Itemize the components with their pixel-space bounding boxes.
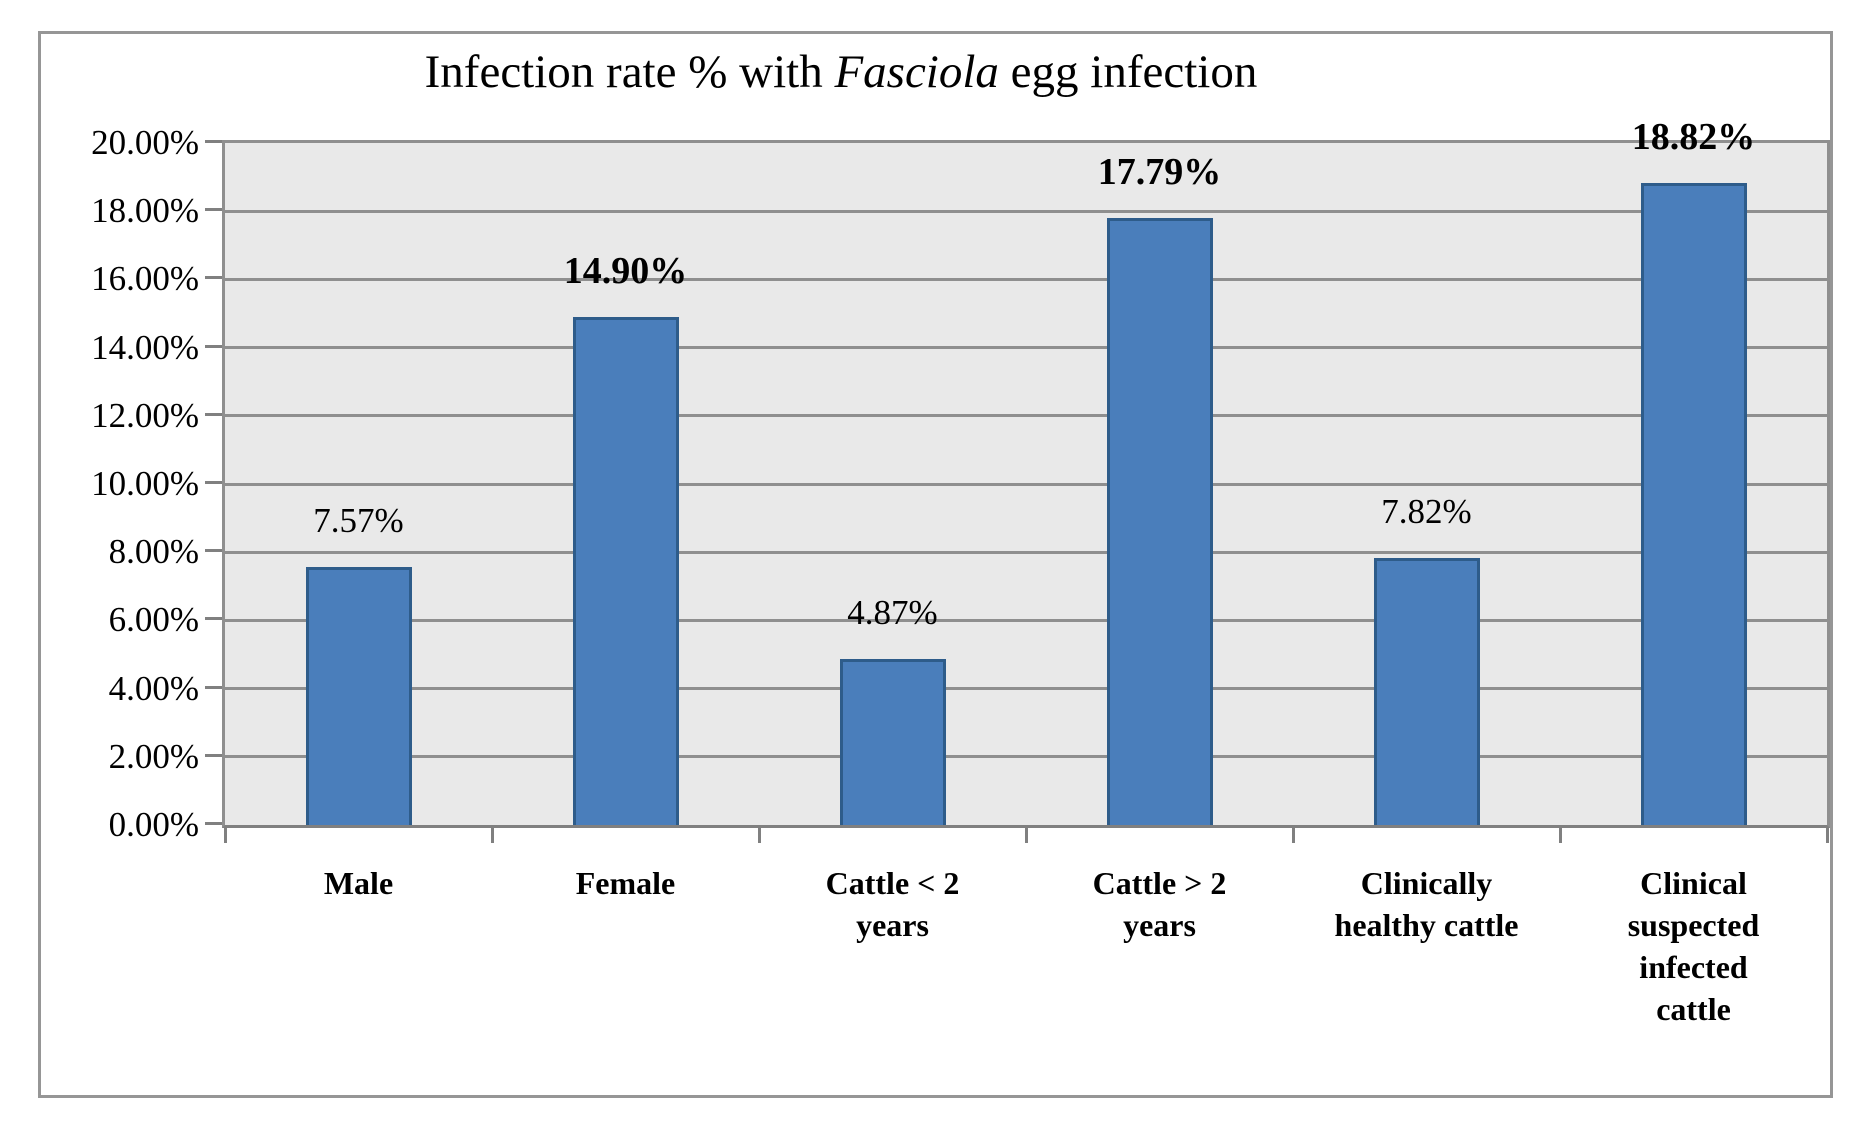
category-label: Cattle < 2 years	[825, 865, 960, 943]
x-axis-tick	[1558, 828, 1562, 843]
bar	[1640, 183, 1747, 825]
y-axis-tick	[205, 549, 222, 553]
x-axis-tick	[1825, 828, 1829, 843]
y-axis-tick	[205, 617, 222, 621]
category-label: Clinically healthy cattle	[1334, 865, 1519, 943]
gridline	[225, 277, 1827, 281]
y-axis-label: 8.00%	[108, 532, 199, 572]
category-label: Male	[323, 865, 394, 901]
y-axis-label: 2.00%	[108, 736, 199, 776]
x-axis-tick	[1291, 828, 1295, 843]
y-axis-tick	[205, 753, 222, 757]
chart-title: Infection rate % with Fasciola egg infec…	[425, 42, 1258, 102]
gridline	[225, 209, 1827, 213]
gridline	[225, 550, 1827, 554]
x-axis-tick	[1024, 828, 1028, 843]
y-axis-tick	[205, 208, 222, 212]
bar-value-label: 18.82%	[1631, 116, 1756, 159]
gridline	[225, 687, 1827, 691]
y-axis-label: 6.00%	[108, 600, 199, 640]
bar-value-label: 7.57%	[313, 500, 404, 540]
y-axis-tick	[205, 412, 222, 416]
bar	[305, 566, 412, 825]
y-axis-label: 14.00%	[91, 327, 199, 367]
bar-value-label: 7.82%	[1381, 492, 1472, 532]
bar-value-label: 17.79%	[1097, 151, 1222, 194]
bar	[1106, 218, 1213, 825]
gridline	[225, 618, 1827, 622]
bar	[839, 658, 946, 825]
title-italic-segment: Fasciola	[834, 46, 999, 98]
x-axis-tick	[223, 828, 227, 843]
y-axis-label: 20.00%	[91, 123, 199, 162]
x-axis-tick	[757, 828, 761, 843]
y-axis-label: 18.00%	[91, 191, 199, 231]
category-label: Female	[575, 865, 676, 901]
y-axis-tick	[205, 140, 222, 143]
plot-area: 7.57% 14.90% 4.87% 17.79% 7.82% 18.82%	[222, 116, 1830, 828]
y-axis-label: 12.00%	[91, 395, 199, 435]
y-axis-tick	[205, 685, 222, 689]
category-label: Clinical suspected infected cattle	[1627, 865, 1760, 1027]
y-axis-tick	[205, 276, 222, 280]
chart-frame: Infection rate % with Fasciola egg infec…	[38, 31, 1833, 1098]
y-axis-tick	[205, 481, 222, 484]
bar-value-label: 14.90%	[563, 249, 688, 292]
gridline	[225, 482, 1827, 486]
bar	[1373, 558, 1480, 825]
y-axis-tick	[205, 822, 222, 825]
y-axis-label: 4.00%	[108, 668, 199, 708]
y-axis-label: 16.00%	[91, 259, 199, 299]
title-segment: egg infection	[998, 46, 1258, 98]
gridline	[225, 414, 1827, 418]
x-axis-tick	[490, 828, 494, 843]
y-axis-label: 0.00%	[108, 805, 199, 844]
bar	[572, 316, 679, 825]
gridline	[225, 346, 1827, 350]
y-axis-label: 10.00%	[91, 464, 199, 503]
title-segment: Infection rate % with	[424, 46, 835, 98]
y-axis-tick	[205, 344, 222, 348]
bar-value-label: 4.87%	[847, 592, 938, 632]
category-label: Cattle > 2 years	[1092, 865, 1227, 943]
gridline	[225, 755, 1827, 759]
